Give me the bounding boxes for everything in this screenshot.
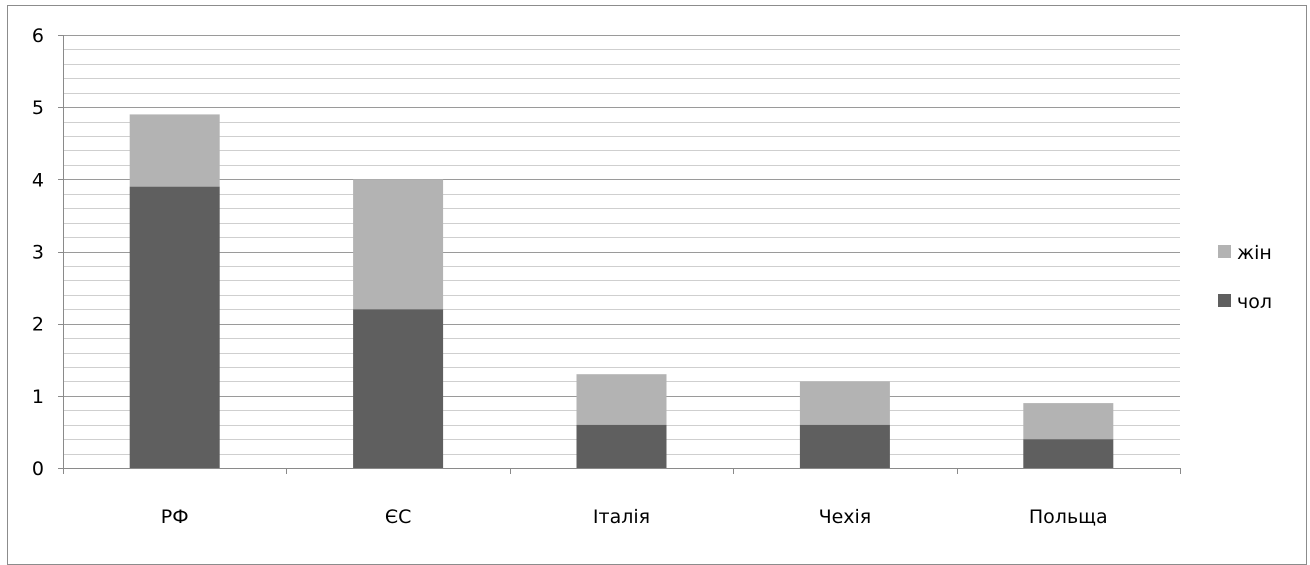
x-tick-label: Польща: [1029, 506, 1108, 528]
bar-segment-жін-3: [799, 381, 890, 425]
bar-segment-жін-1: [353, 179, 444, 310]
legend-label-жін: жін: [1237, 242, 1272, 264]
legend-swatch-чол: [1218, 294, 1231, 307]
legend-swatch-жін: [1218, 245, 1231, 258]
x-tick-label: ЄС: [385, 506, 412, 528]
x-tick-labels: РФ ЄС Італія Чехія Польща: [161, 506, 1108, 528]
y-tick-label: 2: [32, 314, 44, 336]
bar-segment-жін-0: [129, 114, 220, 187]
y-tick-labels: 0 1 2 3 4 5 6: [32, 25, 44, 480]
stacked-bar-chart: 0 1 2 3 4 5 6 РФ ЄС Італія Чехія Польща жін чол: [32, 25, 1272, 528]
x-tick-label: Чехія: [819, 506, 872, 528]
y-tick-label: 1: [32, 386, 44, 408]
x-tick-label: Італія: [593, 506, 650, 528]
chart-frame: [7, 5, 1307, 565]
y-tick-label: 3: [32, 242, 44, 264]
y-tick-label: 4: [32, 169, 44, 191]
bar-segment-чол-1: [353, 309, 444, 468]
bar-segment-жін-4: [1023, 403, 1114, 440]
y-tick-label: 0: [32, 458, 44, 480]
bars: [129, 114, 1114, 468]
bar-segment-чол-3: [799, 424, 890, 468]
bar-segment-жін-2: [576, 374, 667, 425]
x-tick-label: РФ: [161, 506, 189, 528]
bar-segment-чол-2: [576, 424, 667, 468]
gridlines: [63, 35, 1180, 455]
axes: [58, 35, 1181, 474]
legend: жін чол: [1218, 242, 1272, 313]
bar-segment-чол-0: [129, 186, 220, 468]
bar-segment-чол-4: [1023, 439, 1114, 468]
legend-label-чол: чол: [1237, 291, 1272, 313]
y-tick-label: 6: [32, 25, 44, 47]
y-tick-label: 5: [32, 97, 44, 119]
